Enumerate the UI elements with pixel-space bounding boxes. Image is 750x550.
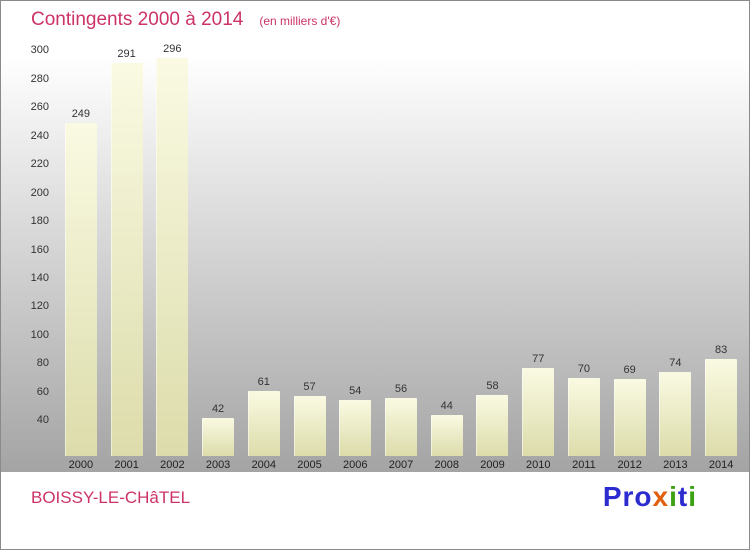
x-axis-label: 2007 (388, 459, 414, 471)
bar (247, 390, 280, 456)
bar-slot: 61 (241, 43, 287, 456)
bar-value-label: 44 (440, 399, 453, 412)
bar-slot: 69 (607, 43, 653, 456)
bar-value-label: 54 (349, 385, 362, 398)
bar-value-label: 42 (211, 402, 225, 415)
bar (64, 122, 97, 456)
bar-value-label: 291 (117, 47, 136, 60)
bar-value-label: 56 (394, 382, 408, 395)
y-tick-label: 200 (30, 186, 49, 199)
x-axis-label: 2010 (525, 459, 551, 471)
bar (156, 58, 189, 456)
proxiti-logo: Proxiti (603, 481, 697, 513)
bar-value-label: 61 (257, 375, 270, 388)
chart-subtitle: (en milliers d'€) (259, 14, 341, 28)
y-tick-label: 260 (30, 101, 49, 114)
bar (202, 417, 235, 456)
chart-header: Contingents 2000 à 2014 (en milliers d'€… (31, 9, 340, 31)
bar (567, 377, 600, 456)
y-tick-label: 80 (36, 357, 49, 370)
y-tick-label: 40 (36, 414, 49, 427)
bar-plot-area: 249 291 296 42 61 57 54 56 44 58 77 70 69 74 83 (58, 43, 744, 456)
bar (659, 371, 692, 456)
bar-value-label: 77 (532, 352, 545, 365)
y-tick-label: 280 (30, 72, 49, 85)
bar (293, 396, 326, 456)
bar (385, 397, 417, 456)
bar-slot: 42 (195, 43, 241, 456)
bar-value-label: 57 (303, 381, 316, 394)
x-axis-label: 2000 (68, 459, 94, 471)
x-axis-label: 2004 (251, 459, 277, 471)
y-tick-label: 240 (30, 129, 49, 142)
logo-letter: x (652, 481, 670, 512)
x-axis-label: 2012 (617, 459, 642, 471)
bar-value-label: 69 (623, 364, 636, 377)
bar (522, 367, 555, 456)
bar-slot: 57 (287, 43, 333, 456)
bar-slot: 58 (470, 43, 516, 456)
x-axis-label: 2006 (343, 459, 368, 471)
logo-letter: t (677, 481, 689, 512)
y-tick-label: 120 (30, 300, 49, 313)
bar-slot: 249 (58, 43, 104, 456)
bar-value-label: 58 (486, 379, 499, 392)
x-axis-label: 2005 (297, 459, 322, 471)
logo-letter: r (622, 481, 635, 512)
bar-slot: 291 (104, 43, 150, 456)
y-tick-label: 140 (30, 271, 49, 284)
bar-slot: 54 (332, 43, 378, 456)
y-tick-label: 160 (30, 243, 49, 256)
x-axis-label: 2013 (663, 459, 688, 471)
bar-value-label: 83 (715, 344, 728, 357)
bar-value-label: 296 (163, 43, 182, 55)
y-tick-label: 180 (30, 215, 49, 228)
x-axis-labels: 2000 2001 2002 2003 2004 2005 2006 2007 2008 2009… (58, 459, 744, 471)
bar (705, 359, 738, 456)
logo-letter: P (602, 481, 623, 512)
bar-value-label: 249 (71, 107, 91, 120)
x-axis-label: 2011 (572, 459, 596, 471)
logo-letter: i (688, 481, 697, 512)
x-axis-label: 2009 (480, 459, 505, 471)
bar-slot: 83 (698, 43, 744, 456)
bar-value-label: 74 (669, 356, 682, 369)
x-axis-label: 2003 (205, 459, 231, 471)
bar-slot: 74 (653, 43, 699, 456)
bar-slot: 56 (378, 43, 424, 456)
x-axis-label: 2008 (434, 459, 459, 471)
bar (339, 400, 372, 456)
bar (430, 414, 463, 456)
bar-value-label: 70 (577, 362, 591, 375)
bar-slot: 77 (515, 43, 561, 456)
x-axis-label: 2002 (160, 459, 185, 471)
x-axis-label: 2014 (708, 459, 734, 471)
bar (476, 394, 509, 456)
y-tick-label: 220 (30, 158, 49, 171)
bar-slot: 44 (424, 43, 470, 456)
bar-slot: 296 (149, 43, 195, 456)
y-tick-label: 100 (30, 328, 49, 341)
logo-letter: o (634, 481, 653, 512)
logo-letter: i (669, 481, 678, 512)
y-tick-label: 300 (30, 44, 49, 57)
y-tick-label: 60 (36, 385, 49, 398)
bar-slot: 70 (561, 43, 607, 456)
chart-title: Contingents 2000 à 2014 (31, 9, 244, 30)
x-axis-label: 2001 (114, 459, 139, 471)
bar (110, 62, 143, 456)
bar (613, 379, 646, 456)
location-label: BOISSY-LE-CHâTEL (31, 488, 191, 507)
